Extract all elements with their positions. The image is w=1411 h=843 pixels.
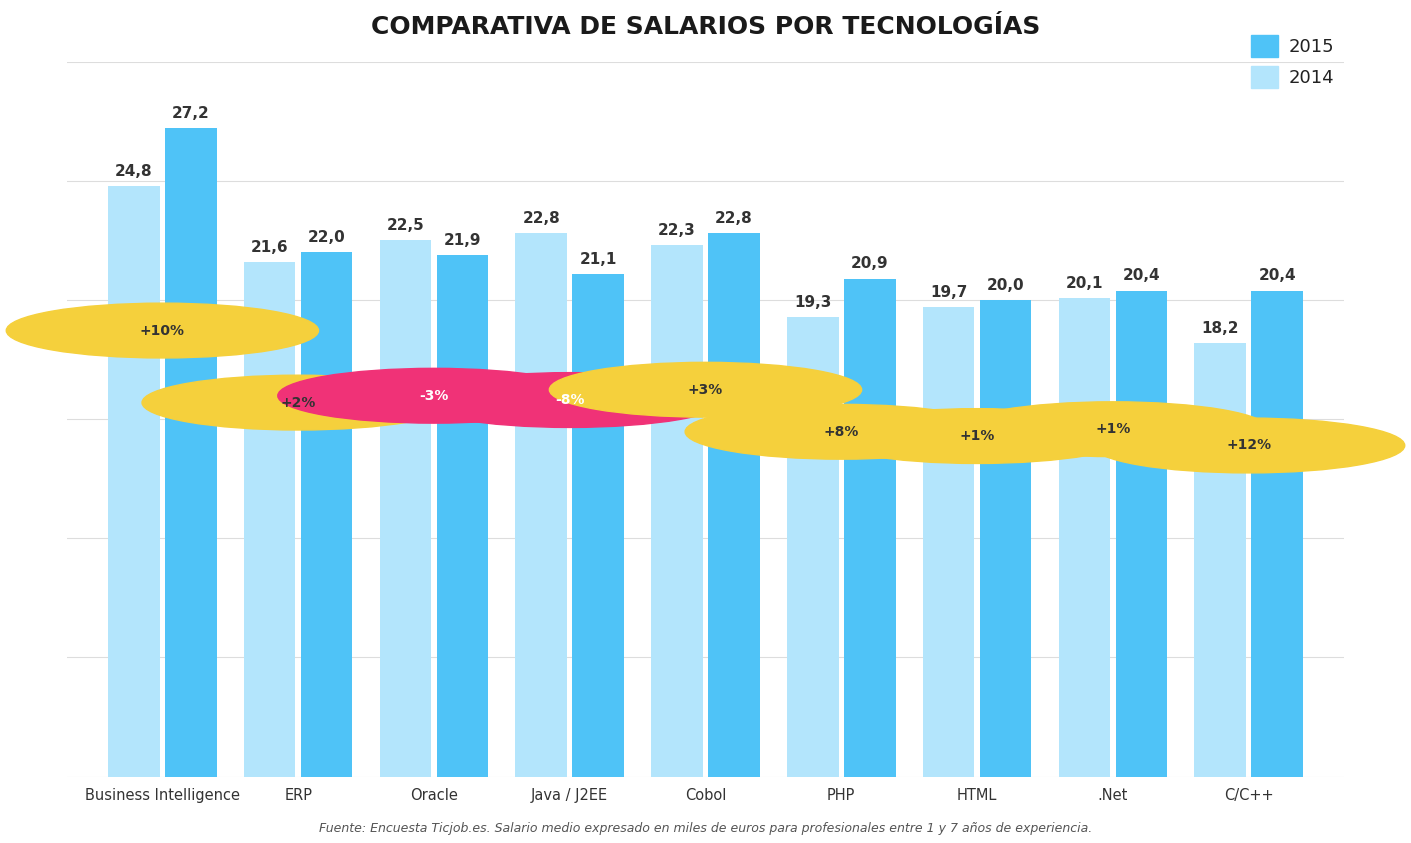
Text: 20,4: 20,4 [1123,268,1160,283]
Text: +1%: +1% [1095,422,1130,436]
Text: -3%: -3% [419,389,449,403]
Text: +12%: +12% [1226,438,1271,453]
Bar [1194,343,1246,776]
Text: 21,9: 21,9 [443,233,481,248]
Text: 22,0: 22,0 [308,230,346,245]
Circle shape [143,375,454,430]
Bar [515,234,567,776]
Circle shape [549,362,862,417]
Text: Fuente: Encuesta Ticjob.es. Salario medio expresado en miles de euros para profe: Fuente: Encuesta Ticjob.es. Salario medi… [319,822,1092,835]
Text: 20,4: 20,4 [1259,268,1295,283]
Text: 22,8: 22,8 [522,212,560,226]
Circle shape [278,368,590,423]
Bar [1058,298,1110,776]
Bar [380,240,432,776]
Bar [787,317,838,776]
Text: +2%: +2% [281,395,316,410]
Text: 22,3: 22,3 [658,223,696,238]
Circle shape [6,303,319,358]
Circle shape [686,405,998,459]
Bar [979,300,1031,776]
Bar [573,274,624,776]
Bar [1116,291,1167,776]
Text: 20,9: 20,9 [851,256,889,271]
Text: 20,1: 20,1 [1065,276,1103,291]
Bar [109,185,159,776]
Text: 19,7: 19,7 [930,285,967,300]
Text: +3%: +3% [689,383,722,397]
Text: 22,8: 22,8 [715,212,753,226]
Text: -8%: -8% [555,393,584,407]
Text: 19,3: 19,3 [794,294,831,309]
Circle shape [957,402,1268,457]
Text: 21,6: 21,6 [251,239,288,255]
Bar [923,307,975,776]
Title: COMPARATIVA DE SALARIOS POR TECNOLOGÍAS: COMPARATIVA DE SALARIOS POR TECNOLOGÍAS [371,15,1040,39]
Text: 27,2: 27,2 [172,106,210,121]
Bar [708,234,759,776]
Bar [652,245,703,776]
Text: +10%: +10% [140,324,185,337]
Text: +1%: +1% [959,429,995,443]
Bar [244,262,295,776]
Bar [165,128,217,776]
Text: 21,1: 21,1 [580,252,617,266]
Circle shape [1092,418,1405,473]
Text: 18,2: 18,2 [1201,321,1239,336]
Text: +8%: +8% [824,425,859,438]
Circle shape [413,373,725,427]
Bar [301,252,353,776]
Legend: 2015, 2014: 2015, 2014 [1252,35,1335,89]
Text: 20,0: 20,0 [986,278,1024,293]
Text: 24,8: 24,8 [116,164,152,179]
Bar [844,278,896,776]
Text: 22,5: 22,5 [387,218,425,234]
Bar [436,255,488,776]
Bar [1252,291,1302,776]
Circle shape [821,409,1133,464]
